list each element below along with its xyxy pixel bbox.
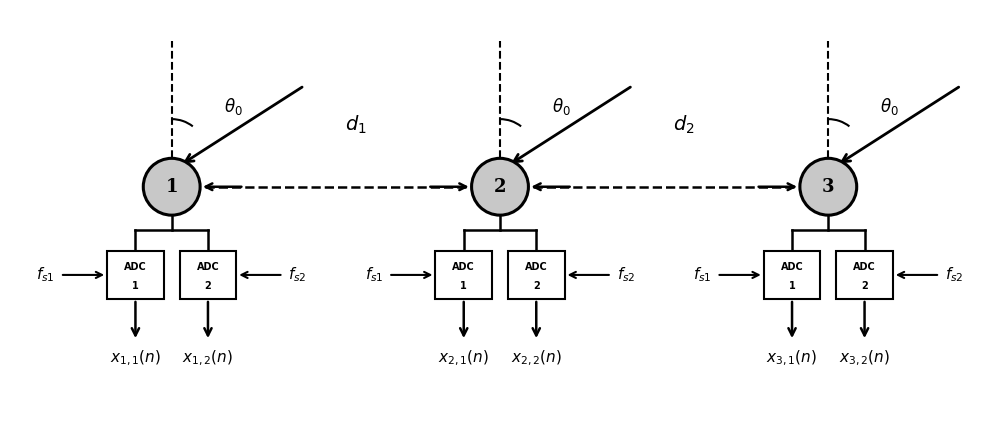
Text: $\theta_0$: $\theta_0$ [224,96,242,117]
Bar [764,251,820,299]
Bar [435,251,492,299]
Text: $x_{1,1}(n)$: $x_{1,1}(n)$ [110,349,161,368]
Text: ADC: ADC [781,262,803,272]
Bar [508,251,565,299]
Circle shape [143,158,200,215]
Text: $x_{2,1}(n)$: $x_{2,1}(n)$ [438,349,489,368]
Bar [180,251,236,299]
Text: ADC: ADC [525,262,548,272]
Text: $f_{s1}$: $f_{s1}$ [365,266,383,284]
Text: $f_{s1}$: $f_{s1}$ [36,266,55,284]
Circle shape [800,158,857,215]
Text: 1: 1 [789,280,795,291]
Text: 1: 1 [165,178,178,196]
Text: $x_{3,2}(n)$: $x_{3,2}(n)$ [839,349,890,368]
Text: $x_{1,2}(n)$: $x_{1,2}(n)$ [182,349,234,368]
Text: $\theta_0$: $\theta_0$ [880,96,899,117]
Text: $d_1$: $d_1$ [345,113,366,136]
Text: $d_2$: $d_2$ [673,113,695,136]
Bar [107,251,164,299]
Text: ADC: ADC [124,262,147,272]
Text: ADC: ADC [197,262,219,272]
Text: $f_{s2}$: $f_{s2}$ [288,266,307,284]
Text: $f_{s2}$: $f_{s2}$ [945,266,964,284]
Text: 2: 2 [861,280,868,291]
Bar [836,251,893,299]
Text: $f_{s2}$: $f_{s2}$ [617,266,635,284]
Text: 1: 1 [460,280,467,291]
Text: 1: 1 [132,280,139,291]
Text: $\theta_0$: $\theta_0$ [552,96,571,117]
Text: 2: 2 [494,178,506,196]
Circle shape [472,158,528,215]
Text: ADC: ADC [452,262,475,272]
Text: 2: 2 [205,280,211,291]
Text: 2: 2 [533,280,540,291]
Text: 3: 3 [822,178,835,196]
Text: ADC: ADC [853,262,876,272]
Text: $x_{2,2}(n)$: $x_{2,2}(n)$ [511,349,562,368]
Text: $f_{s1}$: $f_{s1}$ [693,266,712,284]
Text: $x_{3,1}(n)$: $x_{3,1}(n)$ [766,349,818,368]
